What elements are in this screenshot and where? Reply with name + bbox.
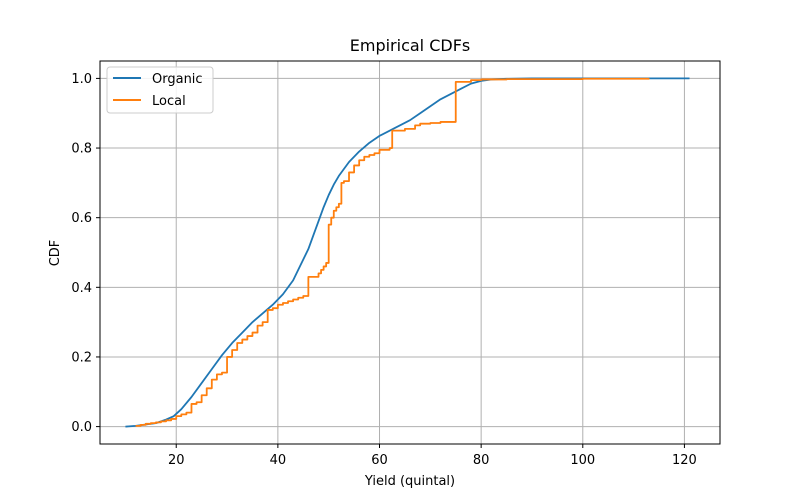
y-tick-label: 0.6 xyxy=(71,211,92,226)
y-axis-label: CDF xyxy=(48,240,63,267)
y-tick-label: 0.4 xyxy=(71,281,92,296)
x-tick-label: 20 xyxy=(168,453,185,468)
y-tick-label: 0.2 xyxy=(71,350,92,365)
x-tick-label: 40 xyxy=(270,453,287,468)
legend-label-local: Local xyxy=(152,94,186,109)
chart-title: Empirical CDFs xyxy=(350,36,470,55)
legend-label-organic: Organic xyxy=(152,72,203,87)
plot-layer xyxy=(125,77,690,428)
grid-layer xyxy=(100,61,720,444)
x-tick-label: 60 xyxy=(371,453,388,468)
x-axis-label: Yield (quintal) xyxy=(364,474,455,489)
x-tick-label: 120 xyxy=(672,453,697,468)
series-line-organic xyxy=(125,77,690,428)
x-tick-label: 100 xyxy=(570,453,595,468)
tick-layer: 20 40 60 80 100 120 0.0 0.2 0.4 0.6 0.8 1.0 xyxy=(71,72,697,468)
legend: Organic Local xyxy=(106,66,214,114)
axes-layer xyxy=(99,60,721,445)
y-tick-label: 1.0 xyxy=(71,72,92,87)
x-tick-label: 80 xyxy=(473,453,490,468)
series-line-local xyxy=(135,77,650,427)
y-tick-label: 0.0 xyxy=(71,420,92,435)
y-tick-label: 0.8 xyxy=(71,142,92,157)
axes-frame xyxy=(99,60,721,445)
